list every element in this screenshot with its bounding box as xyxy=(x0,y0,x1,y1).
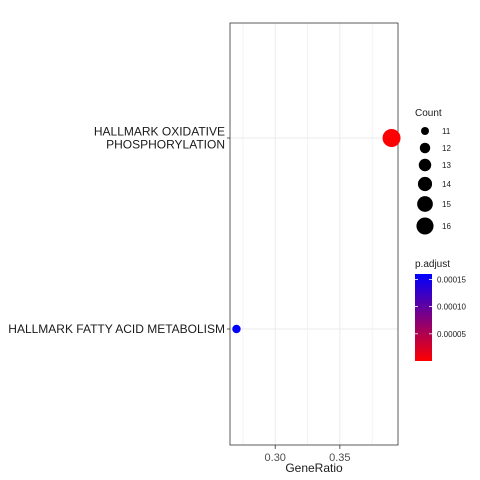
count-legend-key xyxy=(416,217,434,235)
count-legend-key xyxy=(421,127,429,135)
x-axis: 0.30 0.35 xyxy=(265,445,351,464)
data-point xyxy=(232,324,241,334)
count-legend-label: 15 xyxy=(442,200,451,209)
count-legend-title: Count xyxy=(415,108,442,119)
y-tick-label: PHOSPHORYLATION xyxy=(106,138,225,152)
x-axis-title: GeneRatio xyxy=(285,461,343,475)
data-points xyxy=(232,129,401,334)
count-legend-key xyxy=(417,196,433,212)
count-legend-label: 14 xyxy=(442,180,451,189)
y-tick-label: HALLMARK OXIDATIVE xyxy=(94,125,225,139)
grid-lines xyxy=(230,23,398,445)
count-legend-key xyxy=(419,142,431,154)
count-legend-key xyxy=(417,176,433,192)
count-legend-label: 16 xyxy=(442,222,451,231)
p-adjust-colorbar xyxy=(415,274,432,361)
y-tick-label: HALLMARK FATTY ACID METABOLISM xyxy=(8,322,225,336)
p-adjust-legend: p.adjust 0.00005 0.00010 0.00015 xyxy=(415,259,466,361)
count-legend-label: 12 xyxy=(442,144,451,153)
p-adjust-legend-title: p.adjust xyxy=(415,259,450,270)
colorbar-label: 0.00015 xyxy=(437,275,466,284)
data-point xyxy=(382,129,401,147)
count-legend-label: 11 xyxy=(442,127,451,136)
panel-background xyxy=(230,23,398,445)
colorbar-label: 0.00010 xyxy=(437,303,466,312)
x-tick-label: 0.30 xyxy=(265,452,286,464)
panel-border xyxy=(229,22,399,446)
count-legend-label: 13 xyxy=(442,161,451,170)
x-tick-label: 0.35 xyxy=(329,452,350,464)
colorbar-label: 0.00005 xyxy=(437,330,466,339)
count-legend-key xyxy=(418,158,432,172)
